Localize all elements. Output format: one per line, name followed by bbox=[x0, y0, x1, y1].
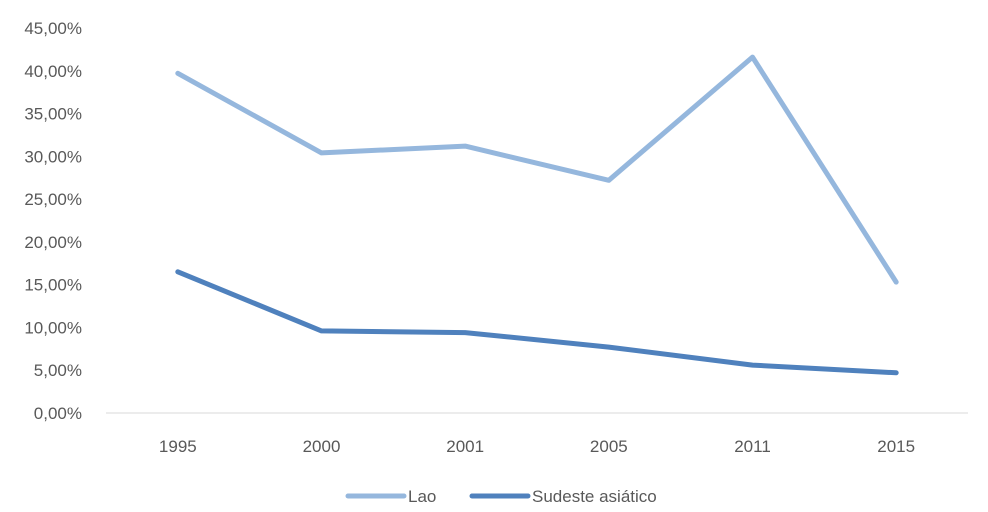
y-axis-ticks: 0,00% 5,00% 10,00% 15,00% 20,00% 25,00% 30,00%… bbox=[24, 19, 82, 423]
y-tick-label: 5,00% bbox=[34, 361, 82, 380]
series-lines bbox=[178, 57, 896, 373]
x-tick-label: 2005 bbox=[590, 437, 628, 456]
series-line-lao bbox=[178, 57, 896, 282]
y-tick-label: 0,00% bbox=[34, 404, 82, 423]
legend-label: Sudeste asiático bbox=[532, 487, 657, 506]
legend-label: Lao bbox=[408, 487, 436, 506]
y-tick-label: 45,00% bbox=[24, 19, 82, 38]
y-tick-label: 15,00% bbox=[24, 276, 82, 295]
x-tick-label: 2000 bbox=[303, 437, 341, 456]
legend: Lao Sudeste asiático bbox=[348, 487, 657, 506]
y-tick-label: 10,00% bbox=[24, 318, 82, 337]
y-tick-label: 35,00% bbox=[24, 105, 82, 124]
y-tick-label: 20,00% bbox=[24, 233, 82, 252]
y-tick-label: 30,00% bbox=[24, 147, 82, 166]
x-tick-label: 2015 bbox=[877, 437, 915, 456]
y-tick-label: 40,00% bbox=[24, 62, 82, 81]
x-tick-label: 2001 bbox=[446, 437, 484, 456]
x-tick-label: 1995 bbox=[159, 437, 197, 456]
series-line-sudeste-asiatico bbox=[178, 272, 896, 373]
x-axis-ticks: 1995 2000 2001 2005 2011 2015 bbox=[159, 437, 915, 456]
x-tick-label: 2011 bbox=[734, 437, 771, 456]
y-tick-label: 25,00% bbox=[24, 190, 82, 209]
